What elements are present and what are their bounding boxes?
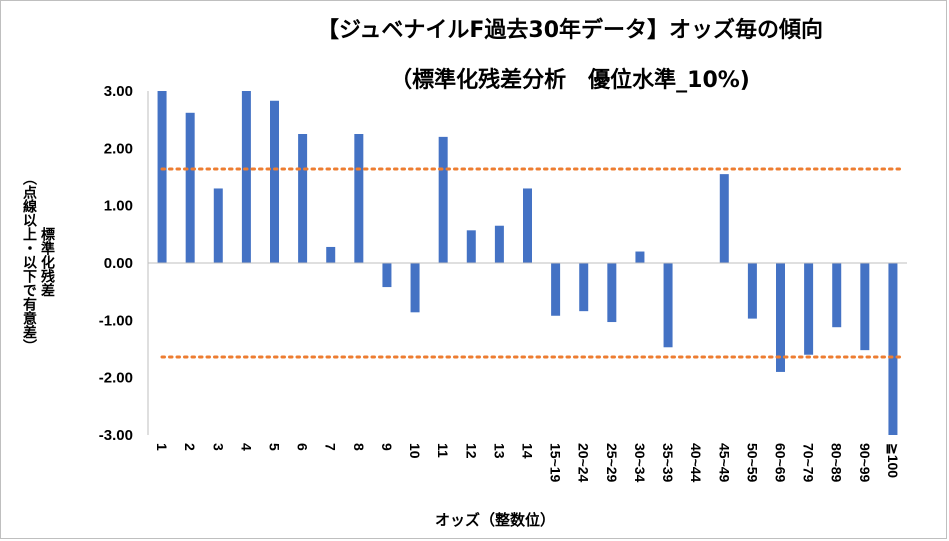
x-tick-label: 12 (463, 443, 479, 459)
bar-12 (466, 230, 476, 263)
bar-9 (382, 263, 392, 288)
x-tick-label: 11 (435, 443, 451, 458)
bar-4 (241, 91, 251, 263)
y-axis-label-line1: 標準化残差 (39, 227, 55, 297)
y-tick-label: 0.00 (104, 255, 133, 272)
bar-5 (270, 100, 279, 263)
x-axis-ticks: 1 2 3 4 5 6 7 8 9 10 11 12 13 14 15~19 20~24 25~29 30~34 3… (154, 443, 901, 483)
bar-6 (298, 134, 308, 263)
x-tick-label: 20~24 (576, 443, 592, 483)
x-tick-label: 35~39 (660, 443, 676, 483)
bar-23 (776, 263, 785, 372)
x-tick-label: 10 (407, 443, 423, 459)
bar-1 (157, 91, 167, 263)
threshold-lines (160, 167, 905, 359)
bar-3 (213, 188, 223, 263)
bar-21 (719, 174, 729, 263)
x-axis-label: オッズ（整数位） (434, 511, 555, 529)
y-tick-label: -2.00 (99, 370, 133, 387)
x-tick-label: ≧100 (885, 443, 901, 478)
x-tick-label: 90~99 (857, 443, 873, 483)
x-tick-label: 13 (491, 443, 507, 459)
chart-subtitle: （標準化残差分析 優位水準_10%) (390, 68, 750, 93)
x-tick-label: 6 (295, 443, 311, 451)
y-axis-label-line2: （点線以上・以下で有意差） (21, 171, 37, 353)
bar-18 (635, 251, 645, 263)
x-tick-label: 1 (154, 443, 170, 451)
bar-8 (354, 134, 364, 263)
y-axis-label: 標準化残差 （点線以上・以下で有意差） (20, 171, 56, 353)
bar-16 (579, 263, 589, 312)
bar-15 (551, 263, 561, 316)
bar-series (157, 91, 898, 435)
x-tick-label: 9 (379, 443, 395, 451)
bar-14 (523, 188, 532, 263)
x-tick-label: 45~49 (716, 443, 732, 483)
x-tick-label: 14 (520, 443, 536, 459)
x-tick-label: 7 (323, 443, 339, 451)
y-tick-label: 1.00 (104, 198, 133, 215)
y-tick-label: -1.00 (99, 312, 133, 329)
bar-25 (832, 263, 842, 328)
bar-17 (607, 263, 617, 323)
x-tick-label: 30~34 (632, 443, 648, 483)
x-tick-label: 50~59 (744, 443, 760, 483)
bar-19 (663, 263, 673, 348)
x-tick-label: 60~69 (773, 443, 789, 483)
bar-7 (326, 246, 336, 263)
chart-title: 【ジュベナイルF過去30年データ】オッズ毎の傾向 (316, 18, 824, 43)
bar-22 (747, 263, 757, 319)
x-tick-label: 2 (182, 443, 198, 451)
y-tick-label: -3.00 (99, 427, 133, 444)
y-tick-label: 2.00 (104, 140, 133, 157)
x-tick-label: 3 (210, 443, 226, 451)
x-tick-label: 15~19 (548, 443, 564, 483)
bar-13 (494, 225, 504, 263)
y-tick-label: 3.00 (104, 83, 133, 100)
bar-2 (185, 112, 195, 263)
bar-27 (888, 263, 898, 435)
bar-11 (438, 136, 448, 263)
x-tick-label: 80~89 (829, 443, 845, 483)
bar-26 (860, 263, 870, 351)
x-tick-label: 25~29 (604, 443, 620, 483)
x-tick-label: 40~44 (688, 443, 704, 483)
x-tick-label: 5 (267, 443, 283, 451)
axes (147, 91, 907, 435)
x-tick-label: 8 (351, 443, 367, 451)
bar-10 (410, 263, 420, 313)
bar-24 (804, 263, 814, 355)
x-tick-label: 70~79 (801, 443, 817, 483)
x-tick-label: 4 (238, 443, 254, 451)
y-axis-ticks: 3.00 2.00 1.00 0.00 -1.00 -2.00 -3.00 (99, 83, 133, 444)
